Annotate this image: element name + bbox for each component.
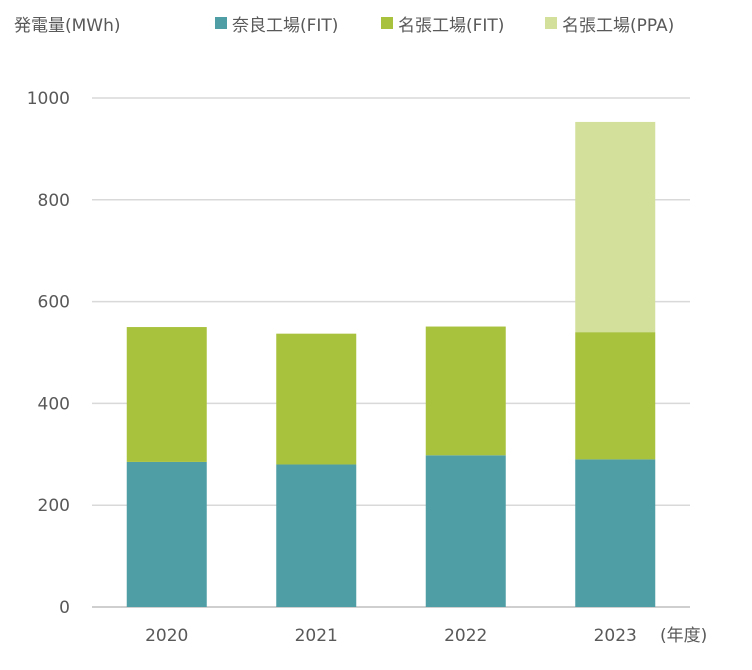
y-tick-label: 200 [38, 496, 70, 516]
bar-2021-series-1 [276, 464, 357, 607]
y-axis-ticks: 0 200 400 600 800 1000 [27, 89, 70, 618]
legend-swatch [215, 17, 227, 29]
legend-label: 名張工場(PPA) [562, 16, 674, 36]
x-axis-ticks: 2020 2021 2022 2023 [145, 626, 637, 646]
y-tick-label: 800 [38, 191, 70, 211]
legend-swatch [545, 17, 557, 29]
bar-2022-series-1 [425, 455, 506, 607]
bar-2023-series-3 [575, 121, 656, 333]
x-tick-label: 2020 [145, 626, 188, 646]
bar-2020-series-1 [126, 461, 207, 607]
legend-swatch [381, 17, 393, 29]
bar-2022-series-2 [425, 326, 506, 456]
y-tick-label: 1000 [27, 89, 70, 109]
y-tick-label: 0 [59, 598, 70, 618]
bar-2020-series-2 [126, 327, 207, 462]
x-tick-label: 2022 [444, 626, 487, 646]
legend-label: 奈良工場(FIT) [232, 16, 338, 36]
legend: 奈良工場(FIT) 名張工場(FIT) 名張工場(PPA) [215, 16, 674, 36]
x-tick-label: 2021 [295, 626, 338, 646]
y-tick-label: 400 [38, 394, 70, 414]
legend-label: 名張工場(FIT) [398, 16, 504, 36]
x-axis-title: (年度) [660, 626, 707, 646]
bars [126, 121, 656, 607]
bar-2021-series-2 [276, 333, 357, 465]
x-tick-label: 2023 [594, 626, 637, 646]
bar-2023-series-2 [575, 332, 656, 460]
y-axis-title: 発電量(MWh) [14, 16, 121, 36]
y-tick-label: 600 [38, 293, 70, 313]
bar-2023-series-1 [575, 459, 656, 607]
